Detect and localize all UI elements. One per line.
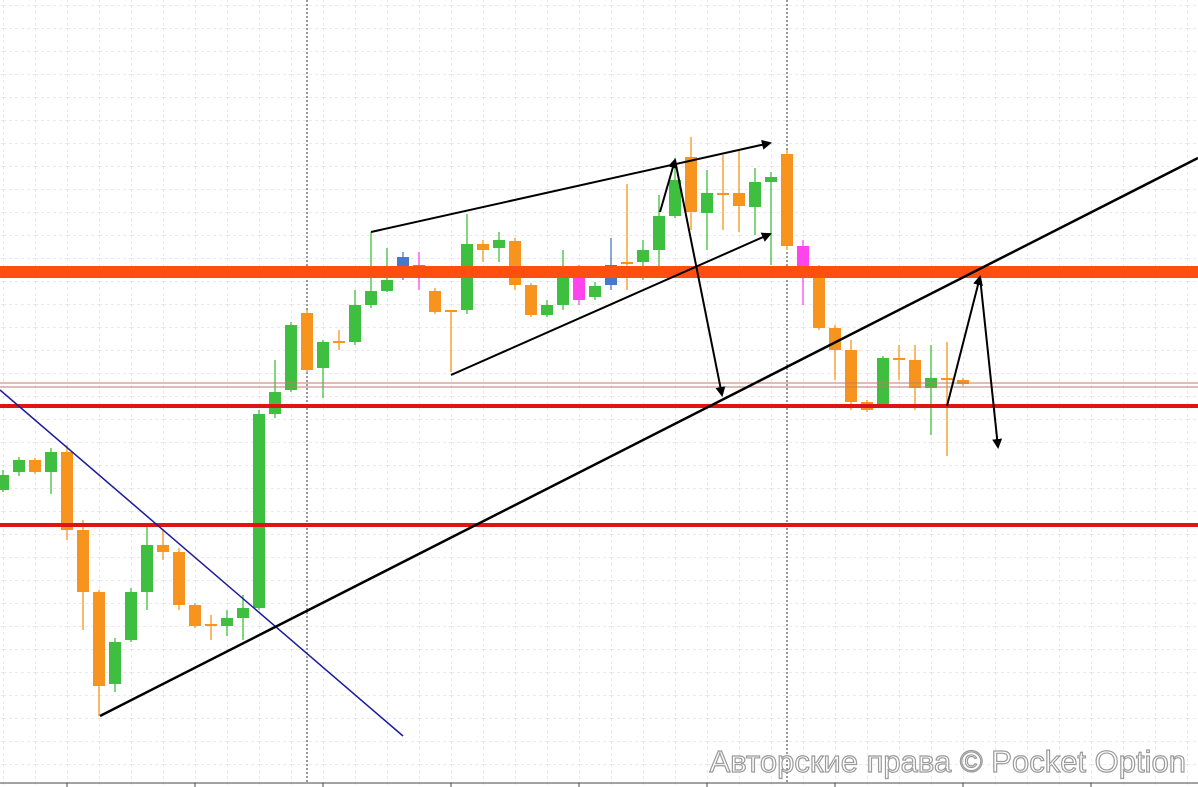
candle-body <box>845 350 857 402</box>
candle-body <box>109 642 121 684</box>
candle-body <box>813 271 825 328</box>
candle-body <box>477 244 489 250</box>
arrow <box>946 275 983 407</box>
candle-body <box>909 360 921 388</box>
candle-body <box>381 280 393 291</box>
candle-body <box>589 286 601 297</box>
candle-body <box>941 378 953 380</box>
channel-line <box>370 139 772 233</box>
candle-body <box>221 618 233 626</box>
candle-body <box>349 305 361 342</box>
candle-body <box>157 545 169 552</box>
candle-body <box>781 154 793 246</box>
candle-body <box>0 475 9 490</box>
watermark: Авторские права © Pocket Option <box>710 744 1186 779</box>
candle-body <box>733 193 745 206</box>
candle-body <box>653 216 665 250</box>
candle-body <box>797 246 809 271</box>
candle-body <box>365 291 377 305</box>
candle-body <box>957 380 969 384</box>
arrow <box>979 276 1003 449</box>
candle-body <box>237 608 249 618</box>
arrow <box>659 158 678 213</box>
candle-body <box>61 452 73 530</box>
candle-body <box>13 460 25 472</box>
candle-body <box>205 624 217 626</box>
axis-tick <box>66 783 1092 787</box>
candle-body <box>317 342 329 368</box>
arrow <box>674 159 726 397</box>
channel-line <box>450 232 772 376</box>
candle-body <box>541 305 553 315</box>
candle-body <box>621 262 633 264</box>
candle-body <box>429 291 441 312</box>
candle-body <box>717 193 729 195</box>
candle-body <box>253 414 265 608</box>
candle-body <box>877 358 889 405</box>
x-axis <box>0 782 1198 787</box>
candles <box>0 137 969 716</box>
candle-body <box>125 592 137 640</box>
trend-line <box>99 156 1198 718</box>
candle-body <box>685 157 697 212</box>
candle-body <box>29 460 41 472</box>
candle-body <box>45 452 57 472</box>
candle-body <box>669 180 681 216</box>
annotations <box>0 139 1198 737</box>
candle-body <box>493 240 505 248</box>
candle-body <box>301 313 313 370</box>
candle-body <box>141 545 153 592</box>
candle-body <box>285 325 297 390</box>
candle-body <box>269 392 281 414</box>
candle-body <box>749 182 761 207</box>
candle-body <box>93 592 105 686</box>
candle-body <box>509 241 521 285</box>
trend-line <box>0 389 404 737</box>
candle-body <box>333 341 345 343</box>
candle-body <box>525 285 537 315</box>
candle-body <box>893 358 905 360</box>
candle-body <box>189 605 201 626</box>
candle-body <box>173 552 185 605</box>
candle-body <box>637 250 649 262</box>
candle-body <box>701 193 713 213</box>
candle-body <box>77 530 89 592</box>
candle-body <box>445 310 457 312</box>
candle-body <box>765 177 777 182</box>
